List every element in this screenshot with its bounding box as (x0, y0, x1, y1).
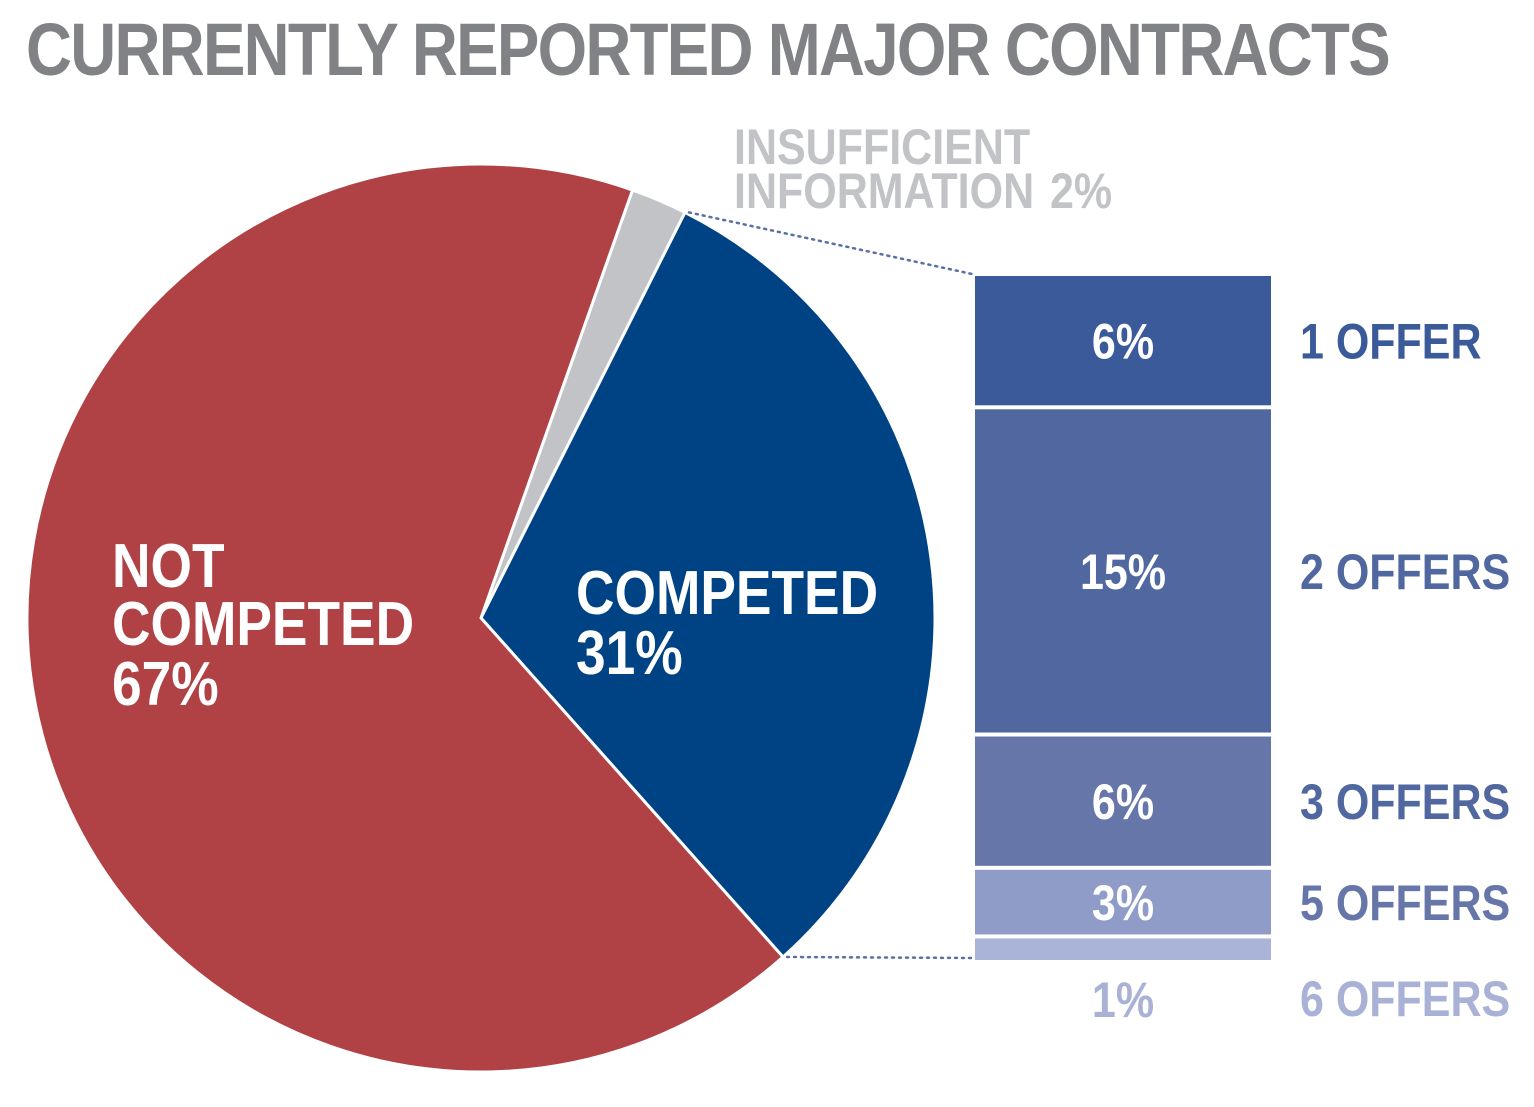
competed-label: COMPETED (576, 559, 878, 628)
insufficient-label-line-1: INSUFFICIENT (734, 119, 1030, 175)
segment-label-2-offers: 2 OFFERS (1300, 544, 1510, 600)
bar-segment-6-offers (975, 938, 1271, 960)
bar-segment-5-offers (975, 869, 1271, 935)
bar-segment-3-offers (975, 736, 1271, 866)
bar-segment-1-offer (975, 276, 1271, 406)
pie-slice-competed (479, 210, 937, 959)
segment-value-2-offers: 15% (1080, 544, 1166, 600)
bar-segment-2-offers (975, 409, 1271, 733)
segment-label-6-offers: 6 OFFERS (1300, 971, 1510, 1027)
chart-title: CURRENTLY REPORTED MAJOR CONTRACTS (26, 8, 1391, 91)
competed-value: 31% (576, 619, 683, 688)
not-competed-value: 67% (112, 650, 219, 719)
segment-value-5-offers: 3% (1092, 875, 1154, 931)
segment-label-5-offers: 5 OFFERS (1300, 875, 1510, 931)
segment-value-1-offer: 6% (1092, 314, 1154, 370)
pie-slice-not-competed (25, 162, 785, 1074)
segment-label-1-offer: 1 OFFER (1300, 314, 1482, 370)
not-competed-label-line-1: NOT (112, 532, 225, 601)
insufficient-label-line-2: INFORMATION (734, 163, 1034, 219)
segment-label-3-offers: 3 OFFERS (1300, 774, 1510, 830)
segment-value-6-offers: 1% (1092, 972, 1154, 1028)
segment-value-3-offers: 6% (1092, 774, 1154, 830)
not-competed-label-line-2: COMPETED (112, 590, 414, 659)
insufficient-value: 2% (1050, 163, 1112, 219)
connector-line-bottom (785, 955, 974, 960)
connector-line-top (687, 211, 974, 276)
